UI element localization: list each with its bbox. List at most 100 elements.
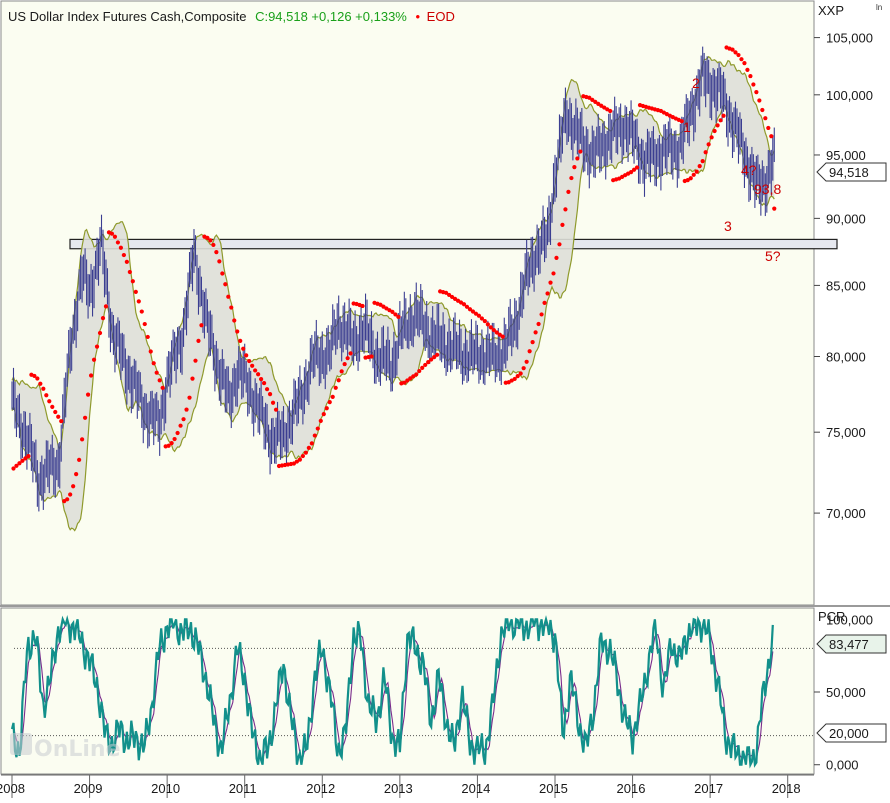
eod-label: EOD	[427, 9, 455, 24]
sar-dot	[470, 309, 476, 314]
sar-dot	[88, 373, 94, 378]
sar-dot	[74, 472, 79, 477]
sar-dot	[757, 98, 762, 103]
sar-dot	[515, 374, 520, 379]
sar-dot	[679, 119, 684, 124]
pcr-level-tag: 20,000	[816, 723, 887, 743]
sar-dot	[184, 407, 189, 412]
sar-dot	[321, 412, 326, 417]
price-last-value: 94,518	[829, 165, 869, 180]
x-tick-label: 2017	[694, 781, 723, 796]
sar-dot	[56, 414, 61, 419]
sar-dot	[324, 406, 329, 411]
pcr-y-tick-label: 0,000	[826, 758, 859, 773]
sar-dot	[739, 57, 744, 62]
x-tick-label: 2008	[0, 781, 25, 796]
sar-dot	[634, 165, 640, 170]
sar-dot	[35, 376, 40, 381]
sar-dot	[733, 50, 738, 55]
sar-dot	[479, 316, 484, 321]
sar-dot	[244, 353, 249, 358]
sar-dot	[417, 368, 422, 374]
sar-dot	[196, 338, 201, 343]
sar-dot	[187, 395, 192, 400]
sar-dot	[250, 363, 255, 368]
sar-dot	[548, 280, 553, 285]
sar-dot	[345, 356, 350, 361]
sar-dot	[136, 299, 141, 304]
sar-dot	[247, 358, 252, 364]
sar-dot	[408, 376, 413, 381]
sar-dot	[124, 259, 129, 264]
sar-dot	[262, 380, 267, 386]
sar-dot	[148, 349, 153, 354]
sar-dot	[587, 95, 592, 100]
sar-dot	[53, 409, 58, 415]
sar-dot	[312, 433, 317, 438]
pcr-last-tag: 83,477	[816, 634, 887, 654]
sar-dot	[38, 381, 43, 386]
price-last-tag: 94,518	[816, 162, 887, 182]
sar-dot	[115, 240, 121, 245]
x-tick-label: 2009	[74, 781, 103, 796]
wave-label-3: 3	[724, 218, 732, 234]
sar-dot	[142, 321, 147, 327]
sar-dot	[512, 376, 517, 382]
sar-dot	[751, 82, 756, 87]
sar-dot	[608, 108, 613, 114]
x-tick-label: 2016	[617, 781, 646, 796]
sar-dot	[467, 307, 473, 312]
sar-dot	[551, 271, 556, 276]
pcr-level-value: 20,000	[829, 726, 869, 741]
sar-dot	[330, 394, 335, 399]
sar-dot	[461, 302, 467, 307]
sar-dot	[396, 314, 401, 319]
sar-dot	[709, 135, 714, 140]
x-tick-label: 2010	[151, 781, 180, 796]
sar-dot	[44, 393, 49, 398]
wave-label-5: 5?	[765, 248, 781, 264]
sar-dot	[500, 334, 505, 339]
sar-dot	[259, 377, 264, 382]
pcr-last-value: 83,477	[829, 637, 869, 652]
price-y-tick-label: 100,000	[826, 88, 873, 103]
sar-dot	[333, 385, 338, 390]
x-tick-label: 2011	[229, 781, 257, 796]
sar-dot	[423, 362, 428, 368]
sar-dot	[432, 355, 437, 360]
sar-dot	[336, 378, 341, 383]
sar-dot	[264, 387, 270, 392]
sar-dot	[718, 118, 723, 123]
x-tick-label: 2015	[539, 781, 568, 796]
wave-label-2: 2	[692, 75, 700, 91]
sar-dot	[742, 60, 747, 66]
sar-dot	[402, 380, 407, 385]
sar-dot	[557, 242, 562, 247]
sar-dot	[172, 436, 177, 442]
axis-layer: 100,000 70,000 75,000 80,000 85,000 90,000 95,…	[0, 31, 873, 798]
sar-dot	[420, 365, 425, 370]
sar-dot	[217, 259, 222, 264]
price-y-tick-label: 75,000	[826, 425, 866, 440]
sar-dot	[127, 269, 132, 275]
sar-dot	[303, 450, 308, 455]
sar-dot	[429, 357, 434, 362]
sar-dot	[578, 149, 583, 154]
sar-dot	[485, 322, 490, 327]
log-scale-mark: ln	[876, 3, 882, 12]
x-tick-label: 2013	[384, 781, 413, 796]
sar-dot	[405, 378, 410, 383]
sar-dot	[309, 441, 314, 446]
instrument-name: US Dollar Index Futures Cash,Composite	[8, 9, 246, 24]
sar-dot	[232, 318, 237, 323]
x-tick-label: 2014	[461, 781, 490, 796]
sar-dot	[473, 311, 479, 316]
price-y-tick-label: 80,000	[826, 349, 866, 364]
sar-dot	[327, 400, 332, 405]
sar-dot	[721, 113, 726, 118]
sar-dot	[476, 313, 482, 318]
price-layer	[11, 45, 838, 532]
sar-dot	[181, 417, 186, 422]
sar-dot	[554, 255, 559, 260]
